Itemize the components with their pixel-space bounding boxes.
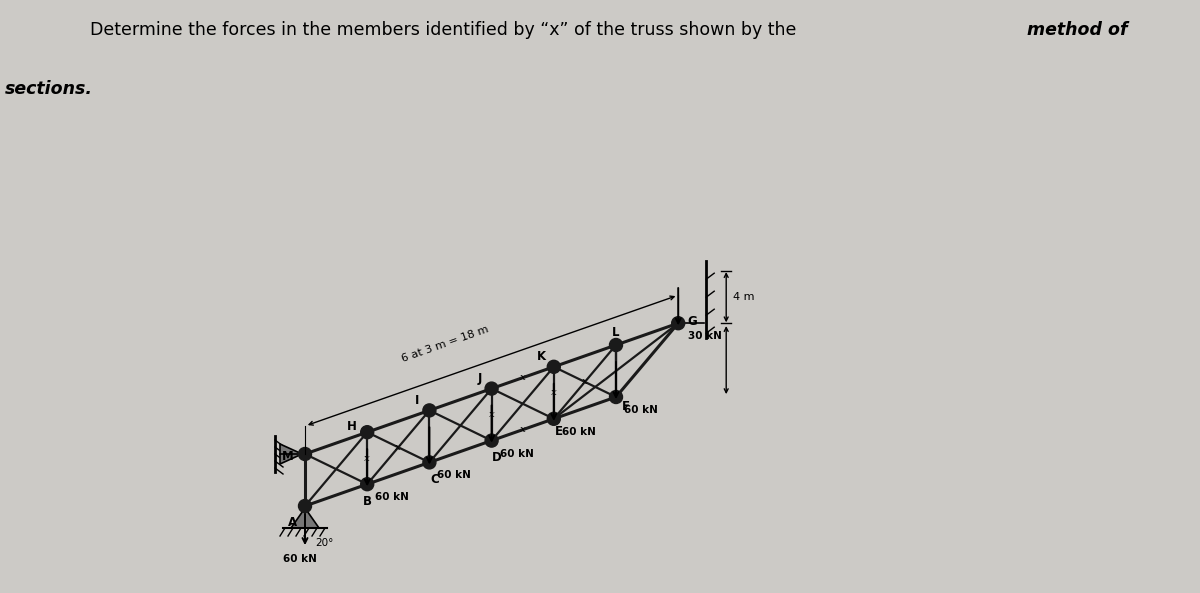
Polygon shape [280, 444, 302, 464]
Circle shape [361, 478, 373, 490]
Text: I: I [415, 394, 420, 407]
Text: 60 kN: 60 kN [283, 554, 317, 564]
Text: A: A [288, 517, 296, 530]
Circle shape [672, 317, 685, 330]
Text: x: x [551, 388, 557, 397]
Text: M: M [282, 449, 294, 463]
Text: 60 kN: 60 kN [437, 470, 472, 480]
Text: 4 m: 4 m [733, 292, 755, 302]
Text: x: x [520, 373, 526, 382]
Circle shape [422, 404, 436, 417]
Circle shape [547, 412, 560, 425]
Text: method of: method of [1027, 21, 1128, 39]
Text: 20°: 20° [314, 538, 334, 548]
Text: Determine the forces in the members identified by “x” of the truss shown by the: Determine the forces in the members iden… [90, 21, 802, 39]
Text: sections.: sections. [5, 80, 92, 98]
Text: x: x [582, 377, 588, 387]
Text: 60 kN: 60 kN [376, 492, 409, 502]
Text: B: B [362, 495, 372, 508]
Text: K: K [538, 350, 546, 364]
Circle shape [610, 339, 623, 352]
Text: x: x [520, 425, 526, 434]
Text: 60 kN: 60 kN [499, 448, 534, 458]
Polygon shape [290, 508, 319, 528]
Text: L: L [612, 326, 619, 339]
Text: 60 kN: 60 kN [624, 405, 658, 415]
Text: x: x [395, 443, 401, 452]
Text: 6 at 3 m = 18 m: 6 at 3 m = 18 m [400, 324, 490, 364]
Circle shape [299, 448, 312, 461]
Circle shape [547, 361, 560, 374]
Text: H: H [347, 420, 358, 433]
Circle shape [485, 382, 498, 395]
Circle shape [485, 434, 498, 447]
Text: x: x [488, 410, 494, 419]
Text: x: x [365, 454, 370, 463]
Text: 30 kN: 30 kN [689, 331, 722, 341]
Circle shape [422, 456, 436, 469]
Text: E: E [554, 425, 563, 438]
Text: G: G [688, 315, 697, 328]
Text: F: F [622, 400, 630, 413]
Text: C: C [430, 473, 439, 486]
Circle shape [299, 499, 312, 512]
Circle shape [361, 426, 373, 439]
Text: 60 kN: 60 kN [562, 427, 595, 437]
Circle shape [610, 391, 623, 403]
Text: D: D [492, 451, 502, 464]
Text: J: J [478, 372, 481, 385]
